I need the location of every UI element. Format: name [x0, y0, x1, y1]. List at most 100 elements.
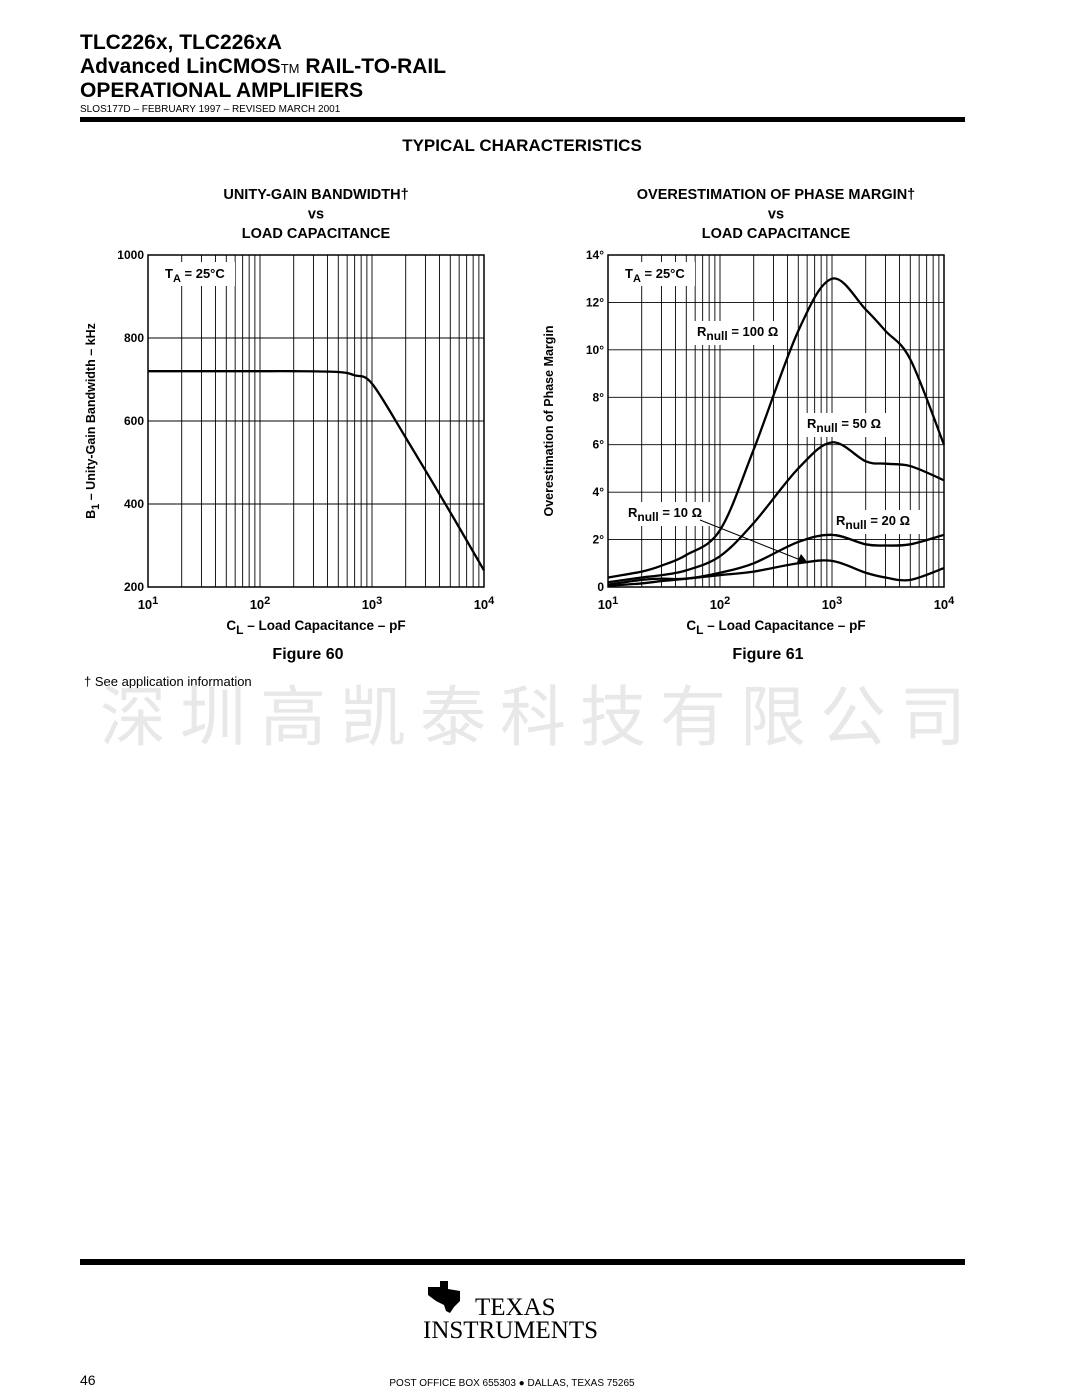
chart-title: vs [768, 207, 784, 223]
y-tick-label: 12° [586, 295, 604, 309]
series-label-part: = 100 Ω [728, 324, 779, 339]
annotation: TA = 25°C [165, 266, 225, 285]
x-tick-label: 104 [934, 595, 955, 612]
x-axis-label: CL – Load Capacitance – pF [686, 618, 865, 637]
series-label-part: null [816, 421, 837, 435]
chart-title: vs [308, 207, 324, 223]
x-tick-label: 104 [474, 595, 495, 612]
data-line [607, 533, 945, 586]
series-label-part: null [845, 518, 866, 532]
y-axis-label-part: B [84, 510, 98, 519]
x-tick-exp: 4 [948, 595, 955, 607]
part-number: TLC226x, TLC226xA [80, 31, 282, 54]
y-tick-label: 6° [593, 438, 605, 452]
x-tick-base: 10 [362, 597, 376, 612]
label-arrow [699, 519, 809, 564]
logo-text: INSTRUMENTS [423, 1317, 598, 1344]
x-axis-label-part: – Load Capacitance – pF [244, 618, 406, 633]
annotation-bg [615, 262, 695, 286]
y-tick-label: 400 [124, 497, 144, 511]
series-label-part: R [697, 324, 707, 339]
series-label: Rnull = 10 Ω [628, 505, 702, 524]
data-line [607, 277, 946, 579]
y-tick-label: 2° [593, 533, 605, 547]
y-tick-label: 4° [593, 485, 605, 499]
x-axis-label-part: C [226, 618, 236, 633]
x-axis-label-part: – Load Capacitance – pF [704, 618, 866, 633]
annotation-part: = 25°C [181, 266, 225, 281]
x-axis-label-part: L [236, 623, 243, 637]
y-tick-label: 600 [124, 414, 144, 428]
x-tick-label: 102 [710, 595, 731, 612]
series-label-bg [625, 502, 713, 526]
chart-title: LOAD CAPACITANCE [702, 226, 851, 242]
annotation-part: = 25°C [641, 266, 685, 281]
series-label-part: = 10 Ω [659, 505, 702, 520]
x-tick-label: 103 [822, 595, 843, 612]
x-tick-label: 102 [250, 595, 271, 612]
series-label: Rnull = 50 Ω [807, 416, 881, 435]
address: POST OFFICE BOX 655303 ● DALLAS, TEXAS 7… [389, 1378, 635, 1389]
plot-frame [607, 254, 945, 588]
y-tick-label: 200 [124, 580, 144, 594]
x-axis-label: CL – Load Capacitance – pF [226, 618, 405, 637]
annotation-bg [155, 262, 235, 286]
x-axis-label-part: C [686, 618, 696, 633]
chart: OVERESTIMATION OF PHASE MARGIN† vs LOAD CA… [542, 187, 955, 663]
y-axis-label: Overestimation of Phase Margin [542, 325, 556, 516]
x-tick-label: 103 [362, 595, 383, 612]
series-label-part: null [637, 510, 658, 524]
logo-mark [428, 1281, 460, 1313]
series-label-part: R [836, 513, 846, 528]
series-label: Rnull = 20 Ω [836, 513, 910, 532]
data-line [607, 441, 945, 584]
x-tick-base: 10 [710, 597, 724, 612]
series-label-part: R [807, 416, 817, 431]
annotation-part: T [165, 266, 173, 281]
subtitle: Advanced LinCMOSTM RAIL-TO-RAIL [80, 55, 446, 78]
footnote: † See application information [84, 674, 252, 689]
annotation-part: A [633, 273, 641, 285]
data-line [148, 369, 485, 571]
annotation: TA = 25°C [625, 266, 685, 285]
series-label-bg [694, 321, 782, 345]
series-label-part: R [628, 505, 638, 520]
x-tick-base: 10 [138, 597, 152, 612]
header-rule [80, 117, 965, 122]
chart-title: OVERESTIMATION OF PHASE MARGIN† [637, 187, 915, 203]
annotation-part: T [625, 266, 633, 281]
y-axis-label-part: 1 [90, 504, 102, 510]
x-tick-base: 10 [934, 597, 948, 612]
x-tick-exp: 4 [488, 595, 495, 607]
x-tick-exp: 2 [724, 595, 730, 607]
series-label-part: = 50 Ω [838, 416, 881, 431]
x-tick-label: 101 [598, 595, 619, 612]
series-label-part: = 20 Ω [867, 513, 910, 528]
plot-frame [147, 254, 485, 588]
y-tick-label: 8° [593, 390, 605, 404]
x-tick-exp: 1 [612, 595, 618, 607]
chart-title: LOAD CAPACITANCE [242, 226, 391, 242]
y-axis-label: B1 – Unity-Gain Bandwidth – kHz [84, 323, 102, 519]
y-tick-label: 1000 [117, 248, 144, 262]
footer-rule [80, 1259, 965, 1265]
x-tick-label: 101 [138, 595, 159, 612]
y-tick-label: 10° [586, 343, 604, 357]
series-label-part: null [706, 329, 727, 343]
annotation-part: A [173, 273, 181, 285]
y-tick-label: 0 [597, 580, 604, 594]
figure-caption: Figure 60 [272, 646, 343, 663]
x-axis-label-part: L [696, 623, 703, 637]
page-number: 46 [80, 1372, 96, 1388]
series-label-bg [804, 413, 892, 437]
subtitle-2: OPERATIONAL AMPLIFIERS [80, 79, 363, 102]
logo-text: TEXAS [475, 1294, 556, 1321]
figure-caption: Figure 61 [732, 646, 803, 663]
y-axis-label-part: – Unity-Gain Bandwidth – kHz [84, 323, 98, 504]
watermark: 深圳高凯泰科技有限公司 [100, 680, 980, 754]
ti-logo: TEXAS INSTRUMENTS [423, 1281, 598, 1344]
chart: UNITY-GAIN BANDWIDTH† vs LOAD CAPACITANCE 1… [84, 187, 495, 663]
chart-title: UNITY-GAIN BANDWIDTH† [223, 187, 408, 203]
x-tick-base: 10 [598, 597, 612, 612]
